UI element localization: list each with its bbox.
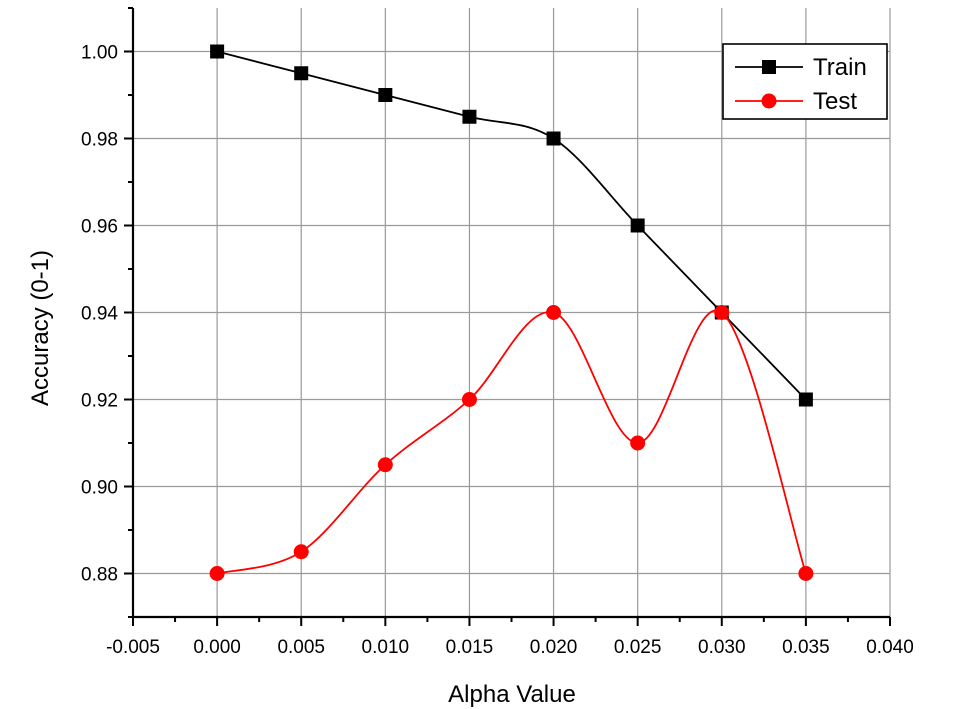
x-tick-label: 0.040 [866, 637, 914, 658]
test-data-point [209, 566, 225, 581]
test-data-point [798, 566, 814, 581]
legend-marker-train [762, 60, 776, 74]
train-data-point [210, 44, 225, 59]
legend-label-test: Test [813, 88, 857, 115]
axis-layer: -0.005 0.000 0.005 0.010 0.015 0.020 0.025 0.03… [81, 7, 914, 658]
test-data-point [630, 435, 646, 451]
x-tick-label: 0.015 [446, 637, 494, 658]
train-data-point [546, 131, 561, 146]
train-data-point [294, 66, 309, 81]
y-axis-title: Accuracy (0-1) [27, 250, 54, 406]
x-tick-label: -0.005 [106, 637, 160, 658]
y-tick-label: 1.00 [81, 43, 118, 64]
y-tick-label: 0.94 [81, 304, 118, 325]
legend-box [722, 43, 888, 120]
test-data-point [546, 305, 562, 320]
x-tick-label: 0.005 [277, 637, 325, 658]
x-tick-label: 0.010 [362, 637, 410, 658]
x-tick-label: 0.035 [782, 637, 830, 658]
test-data-point [293, 544, 309, 560]
x-tick-label: 0.000 [193, 637, 241, 658]
test-data-point [714, 305, 730, 320]
x-tick-label: 0.020 [530, 637, 578, 658]
series-line-test [216, 309, 807, 575]
x-tick-label: 0.030 [698, 637, 746, 658]
train-data-point [462, 109, 477, 124]
legend-label-train: Train [813, 54, 867, 81]
y-tick-label: 0.96 [81, 217, 118, 238]
train-data-point [378, 88, 393, 102]
train-data-point [630, 218, 645, 233]
series-test [209, 305, 814, 581]
y-tick-label: 0.90 [81, 478, 118, 499]
test-data-point [377, 457, 393, 473]
y-tick-label: 0.92 [81, 391, 118, 412]
legend: Train Test [722, 43, 888, 120]
x-tick-label: 0.025 [614, 637, 662, 658]
test-data-point [461, 392, 477, 407]
series-layer [209, 44, 814, 581]
y-tick-label: 0.98 [81, 130, 118, 151]
x-axis-title: Alpha Value [448, 681, 576, 708]
legend-marker-test [761, 93, 777, 109]
train-data-point [798, 392, 813, 407]
y-tick-label: 0.88 [81, 565, 118, 586]
